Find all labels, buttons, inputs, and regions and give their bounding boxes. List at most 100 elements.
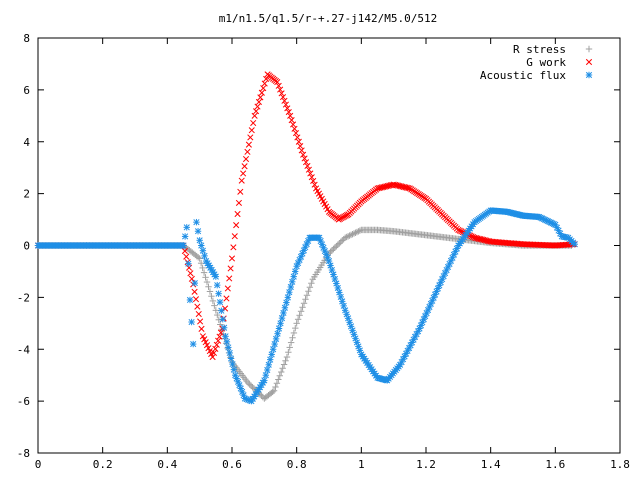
data-point <box>262 371 270 379</box>
data-point <box>308 174 315 181</box>
y-tick-label: 8 <box>23 32 30 45</box>
data-point <box>183 253 190 260</box>
data-point <box>301 155 308 162</box>
data-point <box>224 285 231 292</box>
data-point <box>268 351 275 358</box>
data-point <box>282 101 289 108</box>
data-point <box>331 275 339 283</box>
data-point <box>218 307 225 314</box>
data-point <box>197 318 204 325</box>
data-point <box>280 309 287 317</box>
legend-label: Acoustic flux <box>480 69 566 82</box>
data-point <box>226 349 233 357</box>
data-point <box>275 376 282 383</box>
data-point <box>248 127 255 134</box>
data-point <box>211 302 218 309</box>
data-point <box>223 338 231 346</box>
data-point <box>311 181 318 188</box>
data-point <box>277 86 284 93</box>
data-point <box>222 333 229 340</box>
data-point <box>190 340 197 348</box>
data-point <box>198 242 205 249</box>
data-point <box>271 340 278 348</box>
x-tick-label: 1.2 <box>416 458 436 471</box>
data-point <box>334 241 342 248</box>
data-point <box>180 242 187 249</box>
y-tick-label: -2 <box>17 291 30 304</box>
data-point <box>300 300 308 307</box>
data-point <box>238 177 245 184</box>
data-point <box>215 316 222 323</box>
data-point <box>278 368 285 376</box>
data-point <box>206 288 214 295</box>
data-point <box>275 325 283 332</box>
data-point <box>209 353 216 361</box>
x-tick-label: 0 <box>35 458 42 471</box>
data-point <box>197 259 205 267</box>
x-tick-label: 1.8 <box>610 458 630 471</box>
data-point <box>285 349 292 356</box>
data-point <box>226 275 233 282</box>
data-point <box>282 357 289 364</box>
data-point <box>404 347 411 355</box>
data-point <box>287 112 294 119</box>
data-point <box>225 344 232 351</box>
data-point <box>261 377 268 384</box>
data-point <box>302 159 310 166</box>
data-point <box>336 240 343 247</box>
data-point <box>219 316 226 323</box>
data-point <box>199 264 206 272</box>
x-tick-label: 1.6 <box>545 458 565 471</box>
data-point <box>208 292 215 300</box>
data-point <box>307 170 314 177</box>
data-point <box>287 283 294 291</box>
data-point <box>233 375 240 382</box>
data-point <box>247 134 254 141</box>
data-point <box>278 314 286 322</box>
data-point <box>294 316 302 323</box>
series-g-work <box>34 71 578 361</box>
y-tick-label: -4 <box>17 343 31 356</box>
data-point <box>258 392 265 399</box>
data-point <box>214 281 221 289</box>
data-point <box>206 348 213 355</box>
data-point <box>198 325 205 332</box>
data-point <box>341 234 349 241</box>
data-point <box>255 98 263 106</box>
data-point <box>339 237 346 244</box>
data-point <box>553 224 561 231</box>
data-point <box>258 89 265 96</box>
data-point <box>308 280 315 287</box>
data-point <box>269 346 277 353</box>
data-point <box>191 279 199 287</box>
data-point <box>181 247 188 255</box>
data-point <box>227 265 234 272</box>
data-point <box>281 97 288 104</box>
data-point <box>340 302 347 310</box>
data-point <box>288 117 295 124</box>
y-tick-label: 4 <box>23 136 30 149</box>
data-point <box>199 333 206 340</box>
x-tick-label: 0.2 <box>93 458 113 471</box>
data-point <box>252 108 260 115</box>
data-point <box>261 80 268 87</box>
data-point <box>257 94 264 101</box>
data-point <box>343 233 350 241</box>
data-point <box>333 280 340 287</box>
data-point <box>231 233 238 240</box>
data-point <box>290 329 298 337</box>
data-point <box>254 103 261 110</box>
data-point <box>286 288 293 296</box>
data-point <box>215 337 222 344</box>
data-point <box>331 244 339 251</box>
data-point <box>294 134 301 141</box>
data-point <box>260 85 267 92</box>
data-point <box>215 290 222 297</box>
data-point <box>237 188 244 195</box>
data-point <box>571 241 578 248</box>
data-point <box>250 119 257 127</box>
legend-marker <box>585 45 593 53</box>
x-tick-label: 0.8 <box>287 458 307 471</box>
